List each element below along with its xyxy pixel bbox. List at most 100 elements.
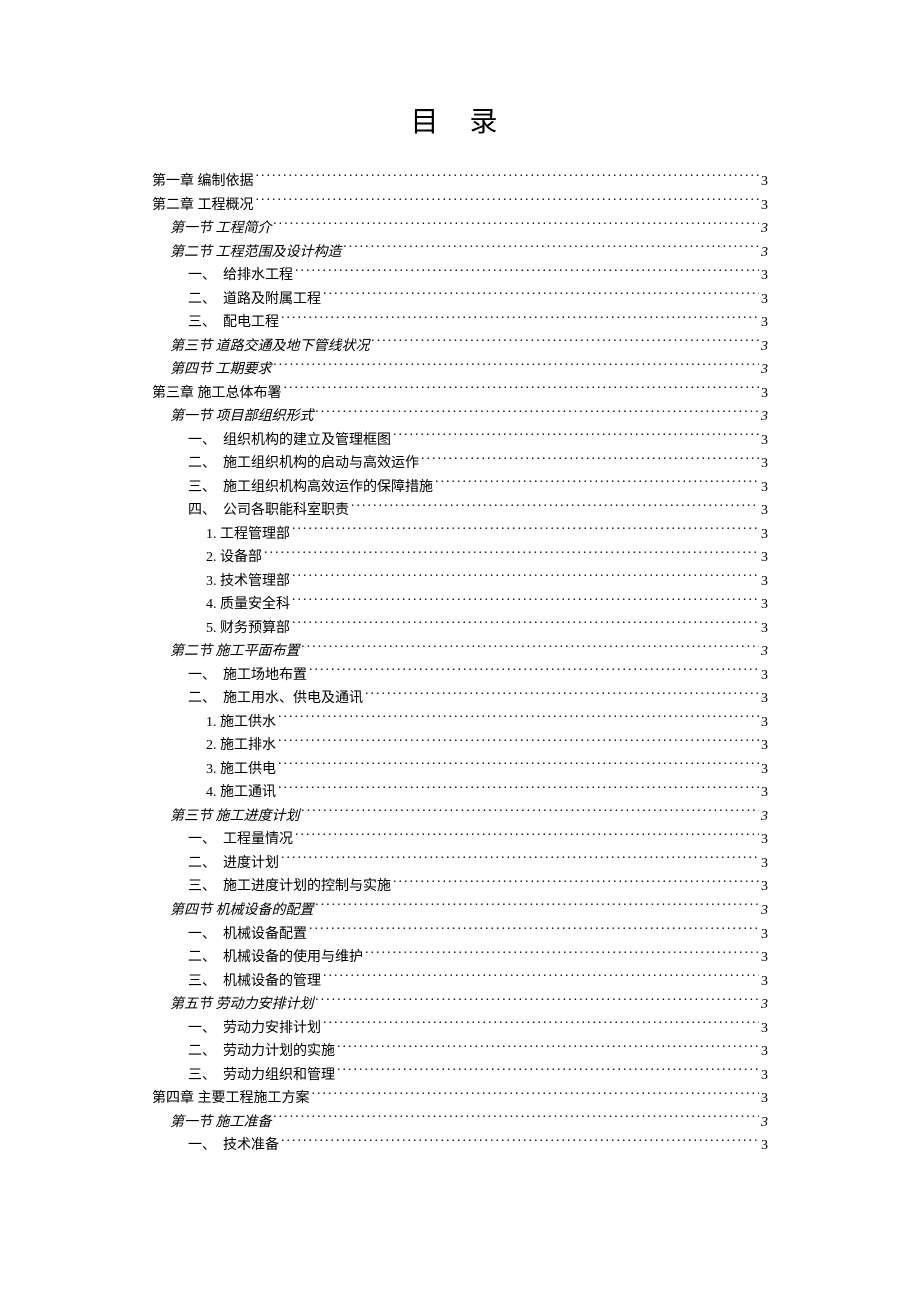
toc-entry-page: 3 xyxy=(761,640,768,664)
toc-entry-text: 一、 机械设备配置 xyxy=(188,923,307,947)
toc-leader-dots xyxy=(295,265,759,279)
toc-leader-dots xyxy=(281,1135,759,1149)
toc-leader-dots xyxy=(274,218,760,232)
toc-entry: 1. 工程管理部3 xyxy=(152,523,768,547)
toc-entry-page: 3 xyxy=(761,523,768,547)
toc-leader-dots xyxy=(292,524,759,538)
toc-entry-page: 3 xyxy=(761,664,768,688)
toc-entry: 一、 技术准备3 xyxy=(152,1134,768,1158)
toc-entry-text: 二、 道路及附属工程 xyxy=(188,288,321,312)
toc-entry: 三、 机械设备的管理3 xyxy=(152,970,768,994)
toc-entry: 5. 财务预算部3 xyxy=(152,617,768,641)
toc-entry: 三、 施工组织机构高效运作的保障措施3 xyxy=(152,476,768,500)
toc-entry: 第一章 编制依据3 xyxy=(152,170,768,194)
toc-entry-text: 一、 技术准备 xyxy=(188,1134,279,1158)
toc-entry-text: 5. 财务预算部 xyxy=(206,617,290,641)
toc-entry-text: 第一节 项目部组织形式 xyxy=(170,405,314,429)
toc-entry-page: 3 xyxy=(761,194,768,218)
toc-entry-text: 第三节 道路交通及地下管线状况 xyxy=(170,335,370,359)
toc-entry-text: 三、 劳动力组织和管理 xyxy=(188,1064,335,1088)
toc-entry: 第一节 项目部组织形式3 xyxy=(152,405,768,429)
toc-entry-page: 3 xyxy=(761,1040,768,1064)
toc-entry-page: 3 xyxy=(761,241,768,265)
toc-leader-dots xyxy=(278,712,759,726)
toc-entry-page: 3 xyxy=(761,429,768,453)
toc-leader-dots xyxy=(393,876,759,890)
toc-leader-dots xyxy=(278,759,759,773)
toc-entry-text: 2. 施工排水 xyxy=(206,734,276,758)
toc-entry-text: 2. 设备部 xyxy=(206,546,262,570)
toc-container: 第一章 编制依据3第二章 工程概况3第一节 工程简介3第二节 工程范围及设计构造… xyxy=(152,170,768,1158)
toc-entry: 第四章 主要工程施工方案3 xyxy=(152,1087,768,1111)
toc-leader-dots xyxy=(309,665,759,679)
toc-entry-page: 3 xyxy=(761,1017,768,1041)
toc-entry-page: 3 xyxy=(761,946,768,970)
toc-leader-dots xyxy=(393,430,759,444)
toc-entry-page: 3 xyxy=(761,923,768,947)
toc-leader-dots xyxy=(316,994,760,1008)
toc-leader-dots xyxy=(278,735,759,749)
toc-entry: 第三节 施工进度计划 3 xyxy=(152,805,768,829)
toc-entry: 四、 公司各职能科室职责3 xyxy=(152,499,768,523)
toc-entry-page: 3 xyxy=(761,805,768,829)
toc-entry-page: 3 xyxy=(761,546,768,570)
toc-entry-page: 3 xyxy=(761,758,768,782)
toc-entry: 二、 施工用水、供电及通讯 3 xyxy=(152,687,768,711)
toc-entry-page: 3 xyxy=(761,264,768,288)
toc-leader-dots xyxy=(302,641,760,655)
toc-entry-page: 3 xyxy=(761,687,768,711)
toc-entry-text: 第二节 工程范围及设计构造 xyxy=(170,241,342,265)
toc-entry-text: 四、 公司各职能科室职责 xyxy=(188,499,349,523)
toc-leader-dots xyxy=(295,829,759,843)
toc-leader-dots xyxy=(274,1112,760,1126)
toc-entry-text: 第二节 施工平面布置 xyxy=(170,640,300,664)
toc-leader-dots xyxy=(281,312,759,326)
toc-entry-page: 3 xyxy=(761,852,768,876)
toc-entry-text: 3. 技术管理部 xyxy=(206,570,290,594)
toc-entry-text: 第四节 工期要求 xyxy=(170,358,272,382)
toc-entry: 一、 劳动力安排计划 3 xyxy=(152,1017,768,1041)
toc-entry-text: 三、 配电工程 xyxy=(188,311,279,335)
toc-leader-dots xyxy=(421,453,759,467)
toc-entry-page: 3 xyxy=(761,311,768,335)
toc-entry: 一、 组织机构的建立及管理框图3 xyxy=(152,429,768,453)
toc-entry-page: 3 xyxy=(761,781,768,805)
toc-entry-page: 3 xyxy=(761,452,768,476)
toc-entry-text: 二、 施工用水、供电及通讯 xyxy=(188,687,363,711)
toc-entry-text: 第三节 施工进度计划 xyxy=(170,805,300,829)
toc-leader-dots xyxy=(365,947,759,961)
toc-leader-dots xyxy=(344,242,760,256)
toc-entry: 2. 设备部 3 xyxy=(152,546,768,570)
toc-entry-page: 3 xyxy=(761,1087,768,1111)
toc-entry-text: 第三章 施工总体布署 xyxy=(152,382,282,406)
toc-leader-dots xyxy=(302,806,760,820)
toc-entry-page: 3 xyxy=(761,875,768,899)
toc-leader-dots xyxy=(292,594,759,608)
toc-entry: 第二节 工程范围及设计构造 3 xyxy=(152,241,768,265)
toc-leader-dots xyxy=(264,547,759,561)
toc-entry: 一、 机械设备配置 3 xyxy=(152,923,768,947)
toc-entry-page: 3 xyxy=(761,382,768,406)
toc-leader-dots xyxy=(323,1018,759,1032)
toc-entry-page: 3 xyxy=(761,570,768,594)
toc-entry-page: 3 xyxy=(761,970,768,994)
toc-entry-page: 3 xyxy=(761,476,768,500)
toc-entry: 二、 进度计划3 xyxy=(152,852,768,876)
toc-entry-page: 3 xyxy=(761,1111,768,1135)
toc-entry-text: 一、 给排水工程 xyxy=(188,264,293,288)
toc-leader-dots xyxy=(337,1041,759,1055)
toc-entry: 一、 工程量情况3 xyxy=(152,828,768,852)
toc-entry-text: 一、 施工场地布置 xyxy=(188,664,307,688)
toc-entry-text: 二、 施工组织机构的启动与高效运作 xyxy=(188,452,419,476)
toc-entry: 3. 施工供电3 xyxy=(152,758,768,782)
toc-entry-text: 三、 施工进度计划的控制与实施 xyxy=(188,875,391,899)
toc-entry-page: 3 xyxy=(761,217,768,241)
toc-entry-text: 第四节 机械设备的配置 xyxy=(170,899,314,923)
toc-leader-dots xyxy=(292,618,759,632)
toc-entry-text: 第二章 工程概况 xyxy=(152,194,254,218)
toc-entry: 3. 技术管理部 3 xyxy=(152,570,768,594)
toc-leader-dots xyxy=(316,900,760,914)
toc-entry-text: 一、 劳动力安排计划 xyxy=(188,1017,321,1041)
toc-entry-text: 第一节 工程简介 xyxy=(170,217,272,241)
toc-leader-dots xyxy=(284,383,760,397)
